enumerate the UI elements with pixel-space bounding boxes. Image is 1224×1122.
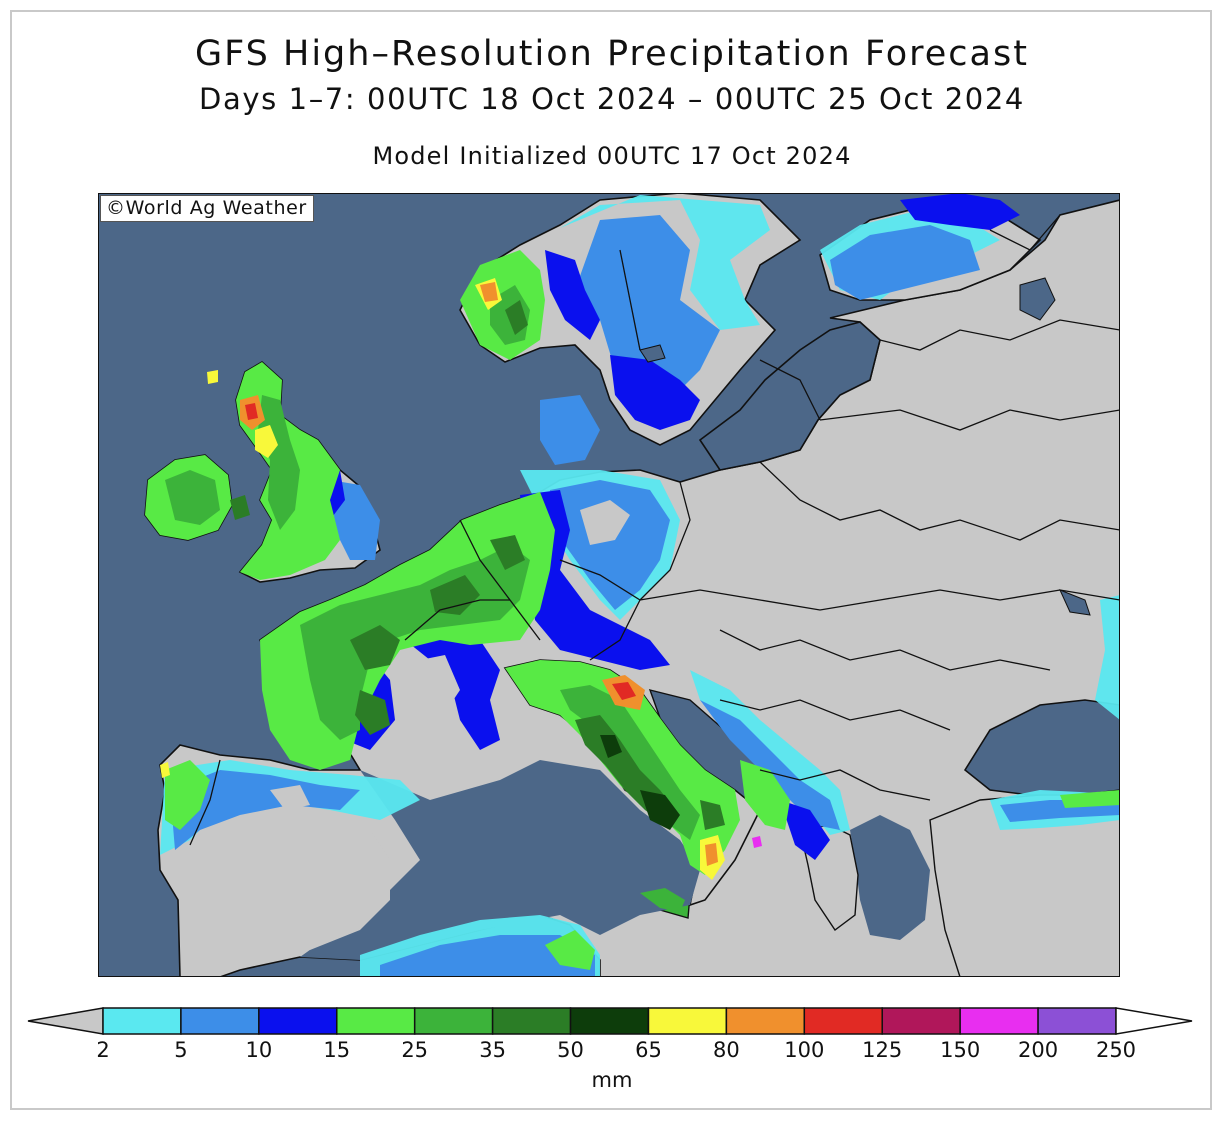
map-subtitle: Days 1–7: 00UTC 18 Oct 2024 – 00UTC 25 O… <box>199 82 1025 116</box>
precip-80-100mm <box>240 282 718 866</box>
legend-tick-label: 125 <box>862 1038 903 1062</box>
black-sea <box>963 699 1120 796</box>
precip-5-10mm <box>170 215 1120 977</box>
legend-tick-label: 200 <box>1018 1038 1059 1062</box>
legend-above-arrow <box>1115 1007 1193 1035</box>
precipitation-map <box>98 193 1120 977</box>
legend-box-2 <box>258 1007 338 1035</box>
legend-tick-label: 80 <box>713 1038 740 1062</box>
copyright-credit: ©World Ag Weather <box>100 195 314 222</box>
model-init-line: Model Initialized 00UTC 17 Oct 2024 <box>372 142 852 170</box>
legend-tick-label: 250 <box>1095 1038 1137 1062</box>
legend-tick-label: 2 <box>96 1038 110 1062</box>
legend-box-10 <box>881 1007 961 1035</box>
legend-box-7 <box>647 1007 728 1035</box>
precip-150-200mm <box>752 836 762 848</box>
legend-tick-label: 65 <box>635 1038 662 1062</box>
legend-box-4 <box>413 1007 494 1035</box>
legend-tick-label: 50 <box>557 1038 584 1062</box>
legend-tick-label: 10 <box>245 1038 273 1062</box>
legend-box-6 <box>569 1007 650 1035</box>
dry-patches <box>190 500 630 960</box>
color-legend <box>27 1007 1193 1035</box>
legend-box-0 <box>102 1007 182 1035</box>
baltic-sea <box>698 321 881 471</box>
legend-box-1 <box>180 1007 260 1035</box>
legend-color-boxes <box>102 1007 1117 1035</box>
legend-box-9 <box>803 1007 883 1035</box>
legend-box-8 <box>725 1007 806 1035</box>
legend-tick-label: 15 <box>323 1038 351 1062</box>
aegean-sea <box>850 815 930 940</box>
legend-box-5 <box>491 1007 572 1035</box>
lakes <box>639 277 1091 616</box>
precip-100-125mm <box>245 403 636 700</box>
legend-below-arrow <box>27 1007 104 1035</box>
legend-unit: mm <box>591 1068 633 1092</box>
map-title: GFS High–Resolution Precipitation Foreca… <box>195 34 1029 74</box>
legend-tick-label: 35 <box>479 1038 506 1062</box>
legend-box-12 <box>1037 1007 1117 1035</box>
country-borders <box>189 214 1120 846</box>
legend-box-11 <box>959 1007 1039 1035</box>
legend-tick-label: 5 <box>174 1038 188 1062</box>
precip-50-65mm <box>600 735 680 830</box>
legend-box-3 <box>336 1007 416 1035</box>
legend-tick-label: 150 <box>940 1038 981 1062</box>
legend-tick-label: 25 <box>401 1038 429 1062</box>
legend-tick-label: 100 <box>784 1038 825 1062</box>
